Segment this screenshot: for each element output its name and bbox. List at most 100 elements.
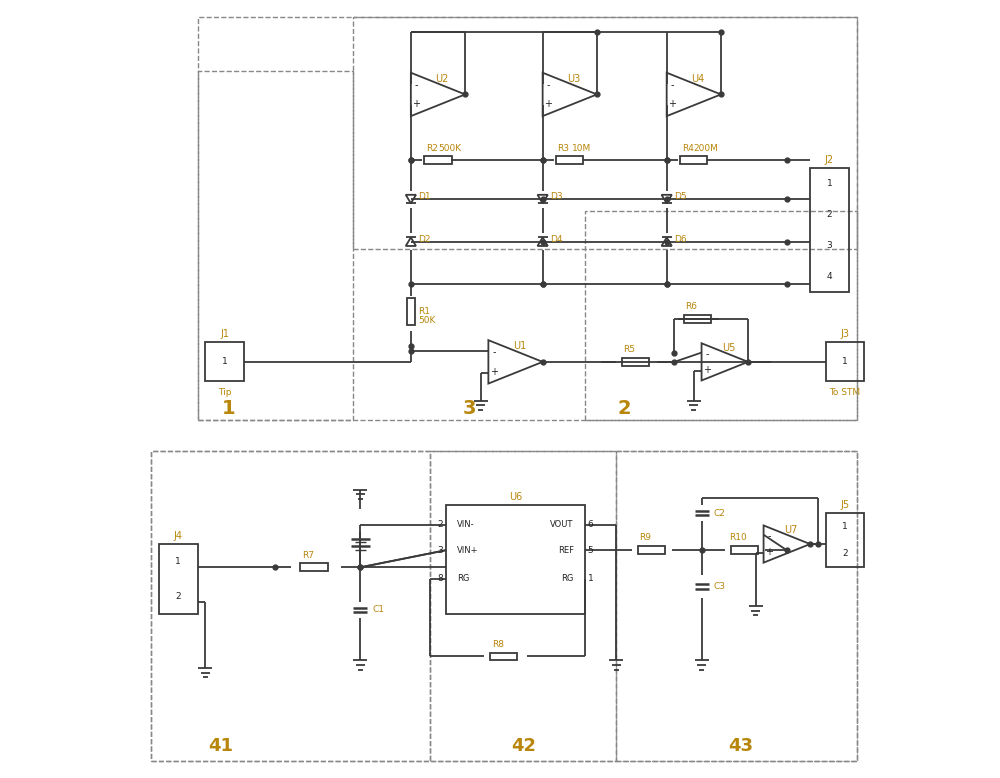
Text: U3: U3: [567, 74, 580, 84]
Text: R10: R10: [729, 534, 747, 542]
Text: RG: RG: [457, 574, 470, 584]
Text: 1: 1: [175, 557, 181, 566]
Bar: [424, 156, 452, 164]
Text: 43: 43: [728, 737, 753, 755]
Text: R3: R3: [558, 144, 570, 152]
Bar: [151, 451, 430, 761]
Text: 5: 5: [588, 545, 593, 555]
Text: U5: U5: [722, 343, 735, 353]
Bar: [556, 156, 583, 164]
Text: 2: 2: [842, 549, 848, 559]
Text: R5: R5: [623, 345, 635, 354]
Text: -: -: [415, 80, 418, 89]
Text: 3: 3: [462, 399, 476, 418]
Text: -: -: [670, 80, 674, 89]
Text: REF: REF: [558, 545, 574, 555]
Text: U6: U6: [509, 492, 522, 502]
Text: U7: U7: [784, 525, 797, 535]
Bar: [810, 168, 849, 292]
Text: +: +: [668, 99, 676, 109]
Text: D6: D6: [674, 235, 687, 244]
Text: RG: RG: [561, 574, 574, 584]
Text: D2: D2: [418, 235, 431, 244]
Text: D3: D3: [550, 192, 563, 202]
Text: 2: 2: [175, 592, 181, 601]
Text: D4: D4: [550, 235, 563, 244]
Text: 50K: 50K: [419, 317, 436, 325]
Text: R2: R2: [426, 144, 438, 152]
Text: R1: R1: [419, 307, 431, 316]
Text: 1: 1: [588, 574, 593, 584]
Text: -: -: [546, 80, 550, 89]
Text: R4: R4: [682, 144, 694, 152]
Text: R7: R7: [302, 551, 314, 559]
Bar: [826, 513, 864, 567]
Text: 4: 4: [827, 272, 832, 281]
Bar: [622, 358, 649, 366]
Text: J1: J1: [220, 329, 229, 339]
Bar: [300, 563, 328, 571]
Text: C2: C2: [713, 509, 725, 517]
Text: 8: 8: [438, 574, 443, 584]
Bar: [198, 17, 857, 420]
Text: J3: J3: [840, 329, 849, 339]
Text: 2: 2: [617, 399, 631, 418]
Text: 42: 42: [511, 737, 536, 755]
Bar: [680, 156, 707, 164]
Text: C1: C1: [372, 605, 384, 615]
Text: U1: U1: [513, 342, 526, 352]
Bar: [159, 544, 198, 614]
Text: 10M: 10M: [572, 144, 591, 152]
Text: 1: 1: [222, 399, 235, 418]
Text: R9: R9: [639, 534, 651, 542]
Bar: [638, 546, 665, 554]
Text: 200M: 200M: [693, 144, 718, 152]
Text: 1: 1: [222, 357, 228, 366]
Text: J2: J2: [825, 155, 834, 165]
Text: R6: R6: [685, 303, 697, 311]
Bar: [731, 546, 758, 554]
Text: +: +: [765, 547, 773, 557]
Text: R8: R8: [492, 640, 504, 649]
Text: 2: 2: [438, 520, 443, 529]
Bar: [198, 71, 353, 420]
Text: D1: D1: [418, 192, 431, 202]
Text: 1: 1: [842, 357, 848, 366]
Text: +: +: [412, 99, 420, 109]
Bar: [205, 342, 244, 381]
Text: C3: C3: [713, 582, 725, 591]
Text: 6: 6: [588, 520, 593, 529]
Bar: [151, 451, 857, 761]
Bar: [430, 451, 616, 761]
Text: 3: 3: [438, 545, 443, 555]
Text: D5: D5: [674, 192, 687, 202]
Text: J5: J5: [840, 500, 850, 510]
Text: +: +: [703, 365, 711, 375]
Text: -: -: [492, 347, 496, 357]
Text: J4: J4: [174, 531, 183, 541]
Text: VIN-: VIN-: [457, 520, 475, 529]
Text: U4: U4: [691, 74, 704, 84]
Bar: [616, 451, 857, 761]
Text: +: +: [490, 366, 498, 377]
Bar: [446, 505, 585, 614]
Text: Tip: Tip: [218, 388, 232, 398]
Bar: [684, 315, 711, 323]
Text: VIN+: VIN+: [457, 545, 479, 555]
Bar: [353, 17, 857, 250]
Text: 1: 1: [842, 522, 848, 531]
Text: +: +: [544, 99, 552, 109]
Text: VOUT: VOUT: [550, 520, 574, 529]
Text: -: -: [705, 349, 709, 359]
Text: 41: 41: [208, 737, 233, 755]
Text: 3: 3: [827, 241, 832, 250]
Bar: [585, 211, 857, 420]
Bar: [490, 653, 517, 661]
Text: U2: U2: [435, 74, 449, 84]
Text: To STM: To STM: [829, 388, 861, 398]
Text: 500K: 500K: [438, 144, 461, 152]
Text: -: -: [767, 531, 771, 541]
Text: 1: 1: [827, 179, 832, 188]
Bar: [826, 342, 864, 381]
Bar: [407, 298, 415, 325]
